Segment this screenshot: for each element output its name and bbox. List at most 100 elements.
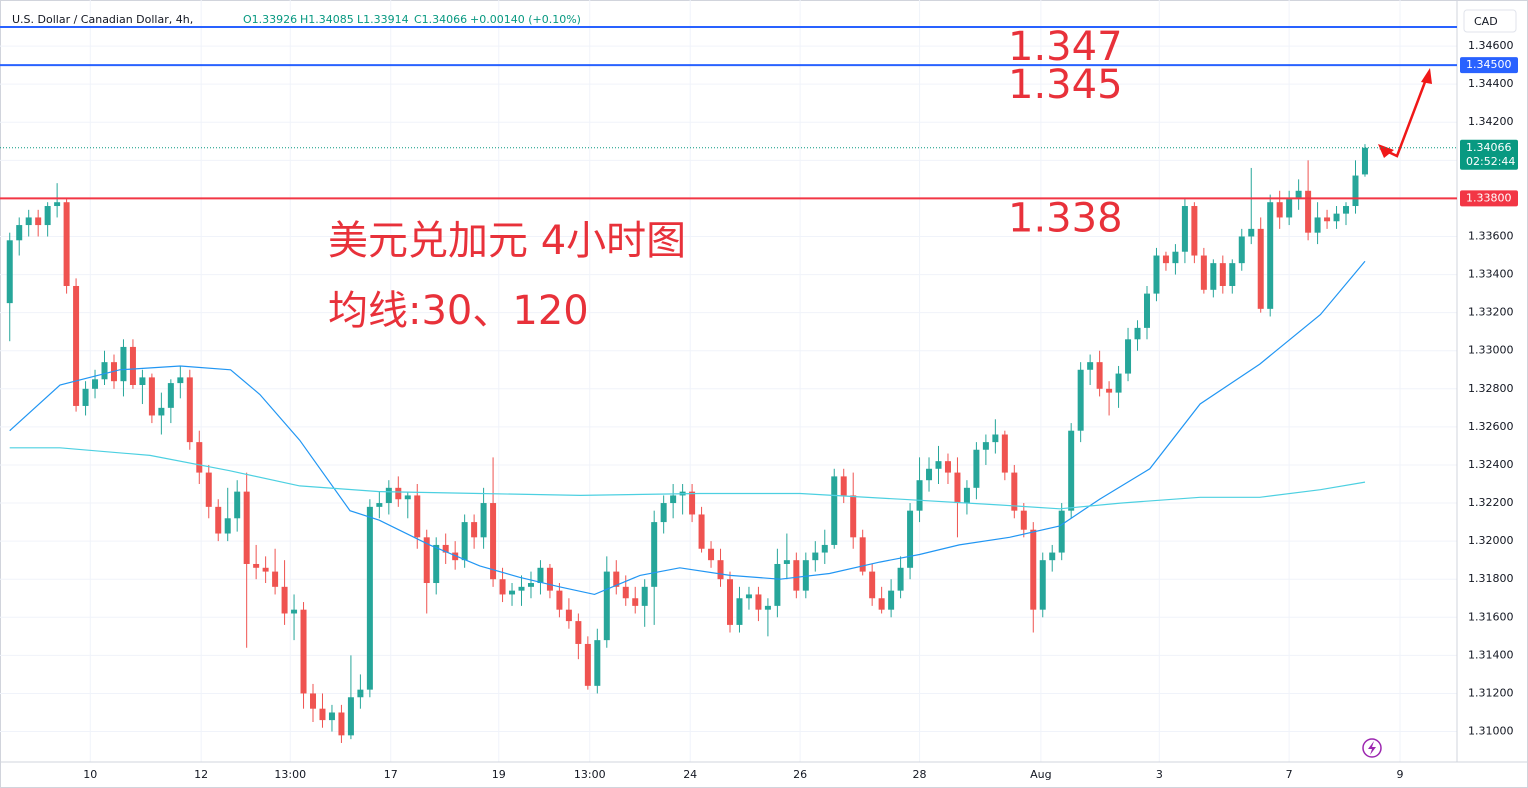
candle-body xyxy=(812,552,819,561)
moving-average xyxy=(9,260,1366,596)
candle-body xyxy=(92,379,99,389)
candle-body xyxy=(1001,434,1008,473)
candle-body xyxy=(395,487,402,500)
candle-body xyxy=(471,522,478,538)
countdown-label: 02:52:44 xyxy=(1466,155,1515,168)
candle-body xyxy=(16,225,23,241)
y-tick-label: 1.32400 xyxy=(1468,458,1514,471)
candle-body xyxy=(1257,228,1264,309)
candle-body xyxy=(366,506,373,690)
candle-body xyxy=(1039,560,1046,610)
x-tick-label: 7 xyxy=(1286,768,1293,781)
candle-body xyxy=(1210,263,1217,290)
candle-body xyxy=(120,346,127,382)
candle-body xyxy=(376,503,383,507)
currency-label[interactable]: CAD xyxy=(1474,15,1498,28)
candle-body xyxy=(1295,190,1302,199)
candle-body xyxy=(565,609,572,622)
annotation-ma: 均线:30、120 xyxy=(328,288,589,334)
candle-body xyxy=(546,567,553,591)
y-tick-label: 1.31400 xyxy=(1468,648,1514,661)
candle-body xyxy=(831,476,838,545)
candle-body xyxy=(1267,202,1274,309)
candle-body xyxy=(1020,510,1027,530)
candle-body xyxy=(186,377,193,443)
candle-body xyxy=(509,590,516,595)
candle-body xyxy=(73,285,80,406)
candle-body xyxy=(1172,251,1179,264)
candle-body xyxy=(291,609,298,614)
candle-body xyxy=(1106,388,1113,393)
candle-body xyxy=(1276,202,1283,218)
candle-body xyxy=(234,491,241,519)
y-tick-label: 1.32800 xyxy=(1468,382,1514,395)
candle-body xyxy=(518,586,525,591)
y-tick-label: 1.31200 xyxy=(1468,686,1514,699)
candle-body xyxy=(727,579,733,625)
x-tick-label: 10 xyxy=(83,768,97,781)
candle-body xyxy=(1305,190,1312,233)
symbol-title: U.S. Dollar / Canadian Dollar, 4h, xyxy=(12,13,193,26)
candle-body xyxy=(992,434,999,443)
alert-icon[interactable] xyxy=(1362,738,1382,758)
moving-average xyxy=(9,447,1366,510)
candle-body xyxy=(404,495,411,500)
candle-body xyxy=(1162,255,1169,264)
candle-body xyxy=(821,544,828,553)
candle-body xyxy=(660,503,667,523)
candle-body xyxy=(1229,263,1236,286)
x-tick-label: 19 xyxy=(492,768,506,781)
candle-body xyxy=(1115,373,1122,393)
candle-body xyxy=(613,571,620,587)
y-tick-label: 1.33600 xyxy=(1468,229,1514,242)
currency-box[interactable] xyxy=(1463,9,1517,33)
candle-body xyxy=(594,640,601,686)
candle-body xyxy=(167,383,174,408)
ohlc-open: O1.33926 xyxy=(243,13,297,26)
arrow-head xyxy=(1421,68,1432,84)
candle-body xyxy=(897,567,904,591)
candle-body xyxy=(1049,552,1056,561)
candle-body xyxy=(129,346,136,385)
y-tick-label: 1.33400 xyxy=(1468,268,1514,281)
candle-body xyxy=(1077,369,1084,431)
candle-body xyxy=(840,476,847,496)
candle-body xyxy=(262,567,269,572)
candle-body xyxy=(148,377,155,416)
candle-body xyxy=(215,506,222,534)
candle-body xyxy=(575,621,582,644)
y-tick-label: 1.34200 xyxy=(1468,115,1514,128)
candle-body xyxy=(1200,255,1207,290)
candle-body xyxy=(253,563,260,568)
candle-body xyxy=(243,491,250,564)
level-label: 1.34500 xyxy=(1466,58,1512,71)
candle-body xyxy=(63,202,70,286)
candle-body xyxy=(859,537,866,572)
level-note: 1.347 xyxy=(1008,24,1123,70)
candle-body xyxy=(35,217,42,226)
candle-body xyxy=(6,240,13,304)
ohlc-high: H1.34085 xyxy=(300,13,354,26)
candle-body xyxy=(850,495,857,538)
candle-body xyxy=(935,461,942,469)
y-tick-label: 1.32200 xyxy=(1468,496,1514,509)
candle-body xyxy=(1068,430,1075,511)
candle-body xyxy=(281,586,288,614)
candle-body xyxy=(319,708,326,721)
candle-body xyxy=(385,487,392,504)
candle-body xyxy=(1361,147,1368,175)
candle-body xyxy=(973,449,980,488)
candle-body xyxy=(603,571,610,641)
candle-body xyxy=(1324,217,1331,222)
candle-body xyxy=(670,495,677,504)
alert-bolt[interactable] xyxy=(1368,741,1376,755)
candle-body xyxy=(1011,472,1018,511)
ohlc-change: +0.00140 (+0.10%) xyxy=(470,13,581,26)
level-note: 1.345 xyxy=(1008,62,1123,108)
candle-body xyxy=(1286,198,1293,218)
candle-body xyxy=(888,590,895,610)
candle-body xyxy=(1058,510,1065,553)
candle-body xyxy=(556,590,563,610)
y-tick-label: 1.31600 xyxy=(1468,610,1514,623)
candle-body xyxy=(708,548,715,561)
